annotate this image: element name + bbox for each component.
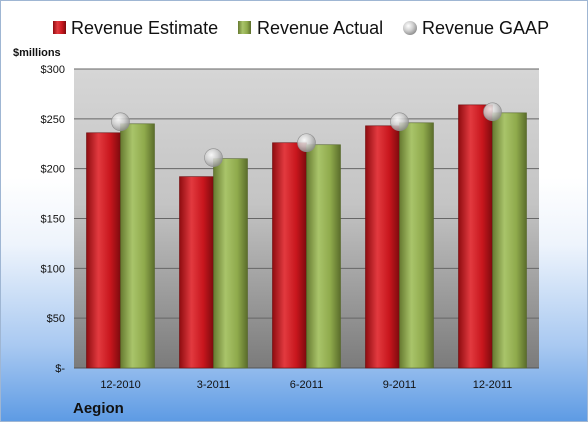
y-tick-label: $150 <box>41 214 65 226</box>
bars <box>86 104 527 369</box>
gaap-markers <box>111 102 502 168</box>
y-axis-unit-label: $millions <box>13 47 61 59</box>
marker-revenue-gaap <box>390 112 409 132</box>
legend-swatch-estimate <box>53 21 66 34</box>
bar-revenue-actual <box>492 112 527 369</box>
x-tick-label: 9-2011 <box>383 379 416 391</box>
legend-label-gaap: Revenue GAAP <box>422 18 549 38</box>
x-tick-label: 6-2011 <box>290 379 323 391</box>
y-axis-ticks: $- $50 $100 $150 $200 $250 $300 <box>41 64 66 375</box>
company-name: Aegion <box>73 400 124 417</box>
bar-revenue-estimate <box>458 104 493 369</box>
bar-revenue-actual <box>306 144 341 369</box>
y-tick-label: $50 <box>47 313 65 325</box>
legend: Revenue Estimate Revenue Actual Revenue … <box>53 18 549 38</box>
x-tick-label: 12-2011 <box>473 379 513 391</box>
bar-revenue-actual <box>399 122 434 369</box>
y-tick-label: $250 <box>41 114 65 126</box>
y-tick-label: $- <box>55 363 65 375</box>
bar-revenue-estimate <box>86 132 121 369</box>
x-tick-label: 12-2010 <box>100 379 140 391</box>
y-tick-label: $300 <box>41 64 65 76</box>
bar-revenue-actual <box>120 123 155 369</box>
legend-label-actual: Revenue Actual <box>257 18 383 38</box>
bar-revenue-estimate <box>179 176 214 369</box>
x-tick-label: 3-2011 <box>197 379 230 391</box>
bar-revenue-estimate <box>272 142 307 369</box>
y-tick-label: $100 <box>41 263 65 275</box>
legend-swatch-actual <box>238 21 251 34</box>
marker-revenue-gaap <box>297 133 316 153</box>
marker-revenue-gaap <box>111 112 130 132</box>
legend-swatch-gaap <box>403 21 417 35</box>
bar-revenue-estimate <box>365 125 400 369</box>
y-tick-label: $200 <box>41 164 65 176</box>
bar-revenue-actual <box>213 158 248 369</box>
marker-revenue-gaap <box>483 102 502 122</box>
x-axis-ticks: 12-2010 3-2011 6-2011 9-2011 12-2011 <box>100 379 512 391</box>
legend-label-estimate: Revenue Estimate <box>71 18 218 38</box>
marker-revenue-gaap <box>204 148 223 168</box>
